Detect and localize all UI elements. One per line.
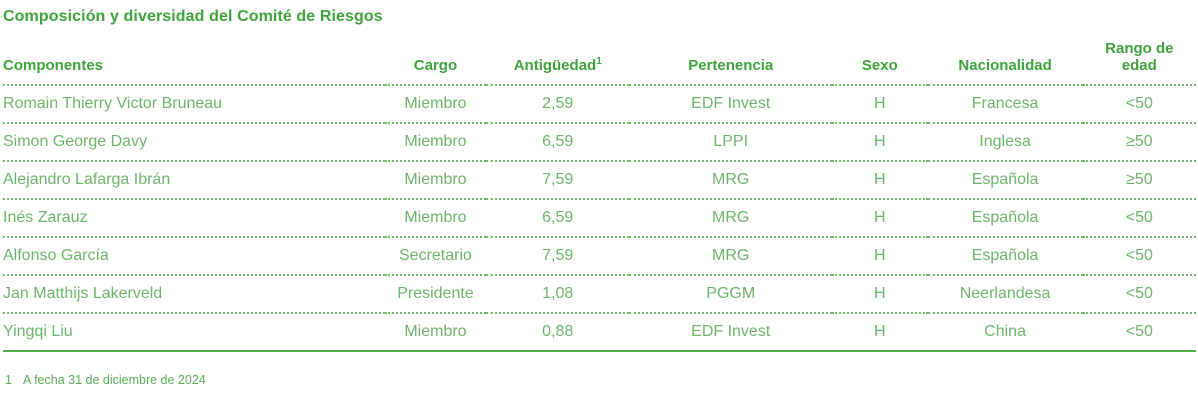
cell-antiguedad: 1,08 (542, 285, 574, 302)
column-header-label: Sexo (861, 57, 898, 74)
footnote-text: A fecha 31 de diciembre de 2024 (22, 373, 206, 387)
cell-antiguedad: 6,59 (542, 133, 574, 150)
table-row: Romain Thierry Victor Bruneau Miembro 2,… (3, 85, 1196, 123)
table-row: Simon George Davy Miembro 6,59 LPPI H In… (3, 123, 1196, 161)
cell-nacionalidad: Francesa (971, 95, 1039, 112)
cell-antiguedad: 7,59 (542, 171, 574, 188)
cell-cargo: Miembro (404, 133, 467, 150)
footnote-marker: 1 (5, 373, 12, 387)
header-row: Componentes Cargo Antigüedad1 Pertenenci… (3, 27, 1196, 85)
column-header-rango-de-edad: Rango de edad (1083, 27, 1196, 85)
cell-cargo: Miembro (404, 95, 467, 112)
cell-pertenencia: LPPI (713, 133, 749, 150)
table-row: Yingqi Liu Miembro 0,88 EDF Invest H Chi… (3, 313, 1196, 351)
column-header-label: Componentes (3, 57, 104, 74)
cell-cargo: Secretario (399, 247, 472, 264)
column-header-label: Cargo (413, 57, 458, 74)
cell-cargo: Miembro (404, 323, 467, 340)
cell-componentes: Simon George Davy (3, 133, 148, 150)
committee-composition-table: Componentes Cargo Antigüedad1 Pertenenci… (3, 27, 1196, 352)
cell-rango-de-edad: <50 (1125, 209, 1153, 226)
cell-componentes: Romain Thierry Victor Bruneau (3, 95, 223, 112)
cell-componentes: Inés Zarauz (3, 209, 88, 226)
cell-sexo: H (874, 133, 886, 150)
column-header-nacionalidad: Nacionalidad (928, 27, 1083, 85)
cell-pertenencia: EDF Invest (691, 323, 771, 340)
table-row: Alfonso García Secretario 7,59 MRG H Esp… (3, 237, 1196, 275)
cell-cargo: Miembro (404, 171, 467, 188)
cell-rango-de-edad: <50 (1125, 285, 1153, 302)
cell-rango-de-edad: <50 (1125, 323, 1153, 340)
column-header-componentes: Componentes (3, 27, 385, 85)
column-header-label: Nacionalidad (958, 57, 1052, 74)
cell-pertenencia: EDF Invest (691, 95, 771, 112)
footnote: 1 A fecha 31 de diciembre de 2024 (3, 373, 1196, 387)
cell-antiguedad: 7,59 (542, 247, 574, 264)
column-header-label: Antigüedad (513, 57, 597, 74)
cell-sexo: H (874, 247, 886, 264)
cell-componentes: Alfonso García (3, 247, 109, 264)
cell-nacionalidad: China (984, 323, 1026, 340)
table-row: Alejandro Lafarga Ibrán Miembro 7,59 MRG… (3, 161, 1196, 199)
cell-nacionalidad: Española (971, 171, 1039, 188)
cell-componentes: Yingqi Liu (3, 323, 73, 340)
cell-pertenencia: MRG (712, 209, 750, 226)
cell-sexo: H (874, 95, 886, 112)
column-header-antiguedad: Antigüedad1 (486, 27, 629, 85)
cell-nacionalidad: Neerlandesa (959, 285, 1051, 302)
cell-pertenencia: PGGM (706, 285, 756, 302)
cell-antiguedad: 2,59 (542, 95, 574, 112)
cell-pertenencia: MRG (712, 247, 750, 264)
cell-nacionalidad: Inglesa (979, 133, 1031, 150)
cell-sexo: H (874, 171, 886, 188)
table-row: Inés Zarauz Miembro 6,59 MRG H Española … (3, 199, 1196, 237)
page-title: Composición y diversidad del Comité de R… (3, 8, 383, 25)
column-header-pertenencia: Pertenencia (629, 27, 832, 85)
cell-sexo: H (874, 285, 886, 302)
cell-rango-de-edad: ≥50 (1126, 133, 1153, 150)
cell-cargo: Presidente (397, 285, 474, 302)
cell-componentes: Jan Matthijs Lakerveld (3, 285, 163, 302)
cell-rango-de-edad: <50 (1125, 247, 1153, 264)
column-header-cargo: Cargo (385, 27, 486, 85)
cell-rango-de-edad: ≥50 (1126, 171, 1153, 188)
cell-sexo: H (874, 323, 886, 340)
footnote-reference-1: 1 (596, 56, 602, 67)
cell-antiguedad: 0,88 (542, 323, 574, 340)
column-header-label: Rango de edad (1105, 40, 1174, 74)
cell-nacionalidad: Española (971, 209, 1039, 226)
column-header-sexo: Sexo (832, 27, 927, 85)
cell-rango-de-edad: <50 (1125, 95, 1153, 112)
cell-componentes: Alejandro Lafarga Ibrán (3, 171, 171, 188)
cell-antiguedad: 6,59 (542, 209, 574, 226)
cell-pertenencia: MRG (712, 171, 750, 188)
cell-sexo: H (874, 209, 886, 226)
table-row: Jan Matthijs Lakerveld Presidente 1,08 P… (3, 275, 1196, 313)
cell-cargo: Miembro (404, 209, 467, 226)
column-header-label: Pertenencia (688, 57, 774, 74)
cell-nacionalidad: Española (971, 247, 1039, 264)
